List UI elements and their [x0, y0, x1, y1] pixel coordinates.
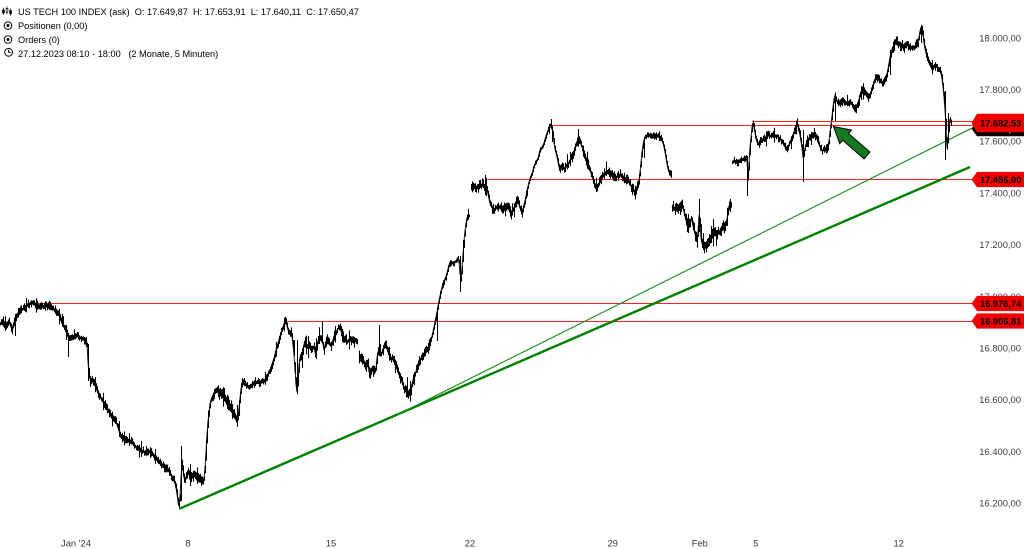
svg-text:12: 12: [893, 538, 903, 549]
svg-text:8: 8: [185, 538, 190, 549]
svg-text:15: 15: [326, 538, 336, 549]
svg-text:Jan '24: Jan '24: [61, 538, 91, 549]
svg-text:17.682,53: 17.682,53: [980, 118, 1021, 128]
svg-text:16.600,00: 16.600,00: [979, 394, 1021, 405]
svg-text:17.400,00: 17.400,00: [979, 187, 1021, 198]
svg-text:29: 29: [607, 538, 617, 549]
svg-text:5: 5: [753, 538, 758, 549]
svg-text:US TECH 100 INDEX (ask) O: 17: US TECH 100 INDEX (ask) O: 17.649,87 H: …: [18, 7, 359, 17]
svg-text:Feb: Feb: [692, 538, 708, 549]
svg-text:16.800,00: 16.800,00: [979, 342, 1021, 353]
svg-text:17.200,00: 17.200,00: [979, 239, 1021, 250]
svg-text:22: 22: [465, 538, 475, 549]
svg-text:27.12.2023 08:10 - 18:00 (2: 27.12.2023 08:10 - 18:00 (2 Monate, 5 Mi…: [18, 49, 218, 59]
svg-text:17.800,00: 17.800,00: [979, 84, 1021, 95]
svg-text:Orders (0): Orders (0): [18, 35, 60, 45]
svg-text:16.906,81: 16.906,81: [980, 316, 1021, 326]
svg-text:18.000,00: 18.000,00: [979, 32, 1021, 43]
svg-text:Positionen (0,00): Positionen (0,00): [18, 21, 87, 31]
svg-text:17.456,00: 17.456,00: [980, 175, 1021, 185]
svg-text:17.600,00: 17.600,00: [979, 136, 1021, 147]
svg-text:16.976,74: 16.976,74: [980, 299, 1022, 309]
svg-text:16.400,00: 16.400,00: [979, 446, 1021, 457]
svg-text:16.200,00: 16.200,00: [979, 497, 1021, 508]
